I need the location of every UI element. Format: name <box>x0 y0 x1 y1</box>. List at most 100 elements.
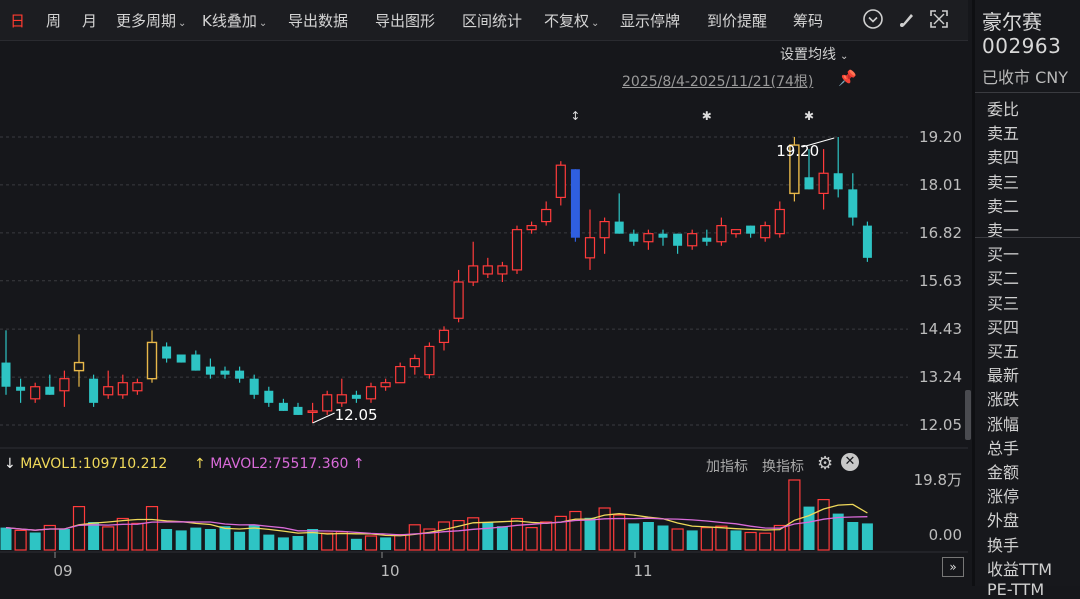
quote-row-label: 收益TTM <box>987 559 1053 579</box>
candle-body <box>673 233 683 246</box>
volume-bar <box>715 525 728 551</box>
toolbar-item-1[interactable]: 周 <box>46 10 61 31</box>
candle-body <box>658 233 668 238</box>
candle-body <box>629 233 639 242</box>
scrollbar-thumb[interactable] <box>965 390 971 440</box>
candle-body <box>103 386 114 396</box>
volume-bar <box>730 530 742 550</box>
candle-body <box>146 341 158 380</box>
candle-body <box>351 394 361 399</box>
toolbar-item-3[interactable]: 更多周期 ⌄ <box>116 10 186 31</box>
candle-body <box>278 402 288 411</box>
event-marker-icon: ✱ <box>702 109 712 123</box>
mavol2-label: ↑ MAVOL2:75517.360 ↑ <box>194 456 365 472</box>
candle-body <box>818 172 829 194</box>
volume-bar <box>773 524 786 551</box>
candle-body <box>409 357 420 368</box>
volume-bar <box>248 525 260 550</box>
price-tick-label: 16.82 <box>919 224 962 242</box>
gear-icon[interactable]: ⚙ <box>817 453 834 474</box>
quote-row-label: 卖五 <box>987 124 1020 144</box>
toolbar-item-2[interactable]: 月 <box>82 10 97 31</box>
volume-bar <box>145 506 159 551</box>
volume-bar <box>744 531 757 551</box>
mavol2-line <box>5 516 868 536</box>
volume-bar <box>350 538 362 550</box>
volume-bar <box>467 517 480 551</box>
date-range-label[interactable]: 2025/8/4-2025/11/21(74根) <box>622 74 814 90</box>
chevron-down-icon: ⌄ <box>258 18 268 29</box>
candle-body <box>541 208 552 223</box>
toolbar-item-7[interactable]: 区间统计 <box>462 10 522 31</box>
up-arrow-icon: ↑ <box>194 456 206 472</box>
fullscreen-icon[interactable] <box>928 8 952 32</box>
toolbar-item-0[interactable]: 日 <box>10 10 25 31</box>
volume-bar <box>380 537 392 550</box>
quote-row-label: 总手 <box>987 438 1020 458</box>
quote-row-label: 委比 <box>987 100 1020 119</box>
candle-body <box>45 386 55 395</box>
toolbar-item-4[interactable]: K线叠加 ⌄ <box>202 10 267 31</box>
toolbar-item-label: 导出图形 <box>375 12 436 30</box>
quote-row-label: 买四 <box>987 317 1020 337</box>
event-marker-icon: ✱ <box>804 109 814 123</box>
stock-code: 002963 <box>982 34 1062 58</box>
toolbar-item-label: 月 <box>82 12 98 30</box>
volume-bar <box>116 517 129 551</box>
quote-row-label: 涨停 <box>987 487 1020 507</box>
volume-bar <box>0 527 12 550</box>
price-tick-label: 15.63 <box>919 272 962 290</box>
toolbar-item-10[interactable]: 到价提醒 <box>707 10 767 31</box>
volume-bar <box>759 532 772 551</box>
volume-bar <box>613 514 626 551</box>
quote-row-label: 买三 <box>987 293 1020 313</box>
pin-icon[interactable]: 📌 <box>838 69 857 87</box>
up-arrow-icon: ↑ <box>352 456 365 472</box>
volume-bar <box>14 529 27 551</box>
candle-body <box>702 237 712 242</box>
quote-row-label: 卖三 <box>987 172 1020 192</box>
volume-bar <box>29 532 41 550</box>
date-label: 09 <box>53 562 72 580</box>
toolbar-item-11[interactable]: 筹码 <box>793 10 823 31</box>
toolbar-item-label: 到价提醒 <box>707 12 768 30</box>
price-tick-label: 13.24 <box>919 368 962 386</box>
toolbar-item-9[interactable]: 显示停牌 <box>620 10 680 31</box>
close-icon[interactable]: ✕ <box>841 453 859 471</box>
volume-bar <box>131 522 144 551</box>
toolbar-item-6[interactable]: 导出图形 <box>375 10 435 31</box>
expand-circle-icon[interactable] <box>862 8 886 32</box>
candle-body <box>89 378 99 403</box>
candle-body <box>789 144 800 195</box>
candle-body <box>249 378 259 395</box>
volume-bar <box>540 521 553 551</box>
chart-toolbar: 日周 月更多周期 ⌄ K线叠加 ⌄ 导出数据 导出图形 区间统计 不复权 ⌄ 显示停牌 到价提醒 筹码 <box>0 0 968 41</box>
volume-bar <box>364 535 378 551</box>
candle-body <box>380 382 391 388</box>
market-status: 已收市 CNY <box>982 68 1069 87</box>
add-indicator-button[interactable]: 加指标 <box>706 459 748 475</box>
candle-body <box>424 345 435 376</box>
volume-bar <box>832 513 844 550</box>
volume-bar <box>584 517 596 550</box>
candle-body <box>804 177 814 190</box>
candle-body <box>16 386 26 391</box>
volume-bar <box>628 523 640 550</box>
toolbar-item-5[interactable]: 导出数据 <box>288 10 348 31</box>
brush-icon[interactable] <box>896 8 920 32</box>
toolbar-item-label: K线叠加 <box>202 12 257 30</box>
volume-bar <box>496 526 508 550</box>
candle-body <box>162 346 172 359</box>
volume-bar <box>204 529 216 550</box>
candlestick-chart[interactable]: 19.20 18.01 16.82 15.63 14.43 13.24 12.05 19.20… <box>0 40 968 586</box>
toolbar-item-8[interactable]: 不复权 ⌄ <box>544 10 599 31</box>
scroll-right-button[interactable]: » <box>942 557 964 577</box>
low-price-label: 12.05 <box>335 406 378 424</box>
mavol1-line <box>5 503 868 537</box>
volume-bar <box>686 530 698 550</box>
change-indicator-button[interactable]: 换指标 <box>762 459 804 475</box>
price-tick-label: 14.43 <box>919 320 962 338</box>
quote-row-label: 卖二 <box>987 196 1020 216</box>
ma-settings-dropdown[interactable]: 设置均线 ⌄ <box>780 47 849 63</box>
high-pointer <box>802 137 835 148</box>
